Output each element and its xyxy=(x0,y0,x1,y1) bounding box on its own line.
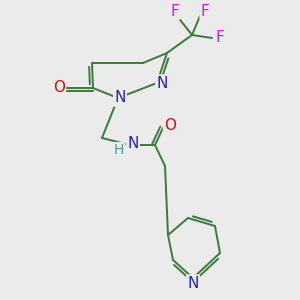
Text: N: N xyxy=(187,275,199,290)
Text: N: N xyxy=(127,136,139,152)
Text: N: N xyxy=(114,91,126,106)
Text: N: N xyxy=(156,76,168,91)
Text: O: O xyxy=(164,118,176,133)
Text: H: H xyxy=(114,143,124,157)
Text: F: F xyxy=(201,4,209,19)
Text: F: F xyxy=(171,4,179,19)
Text: F: F xyxy=(216,31,224,46)
Text: O: O xyxy=(53,80,65,95)
